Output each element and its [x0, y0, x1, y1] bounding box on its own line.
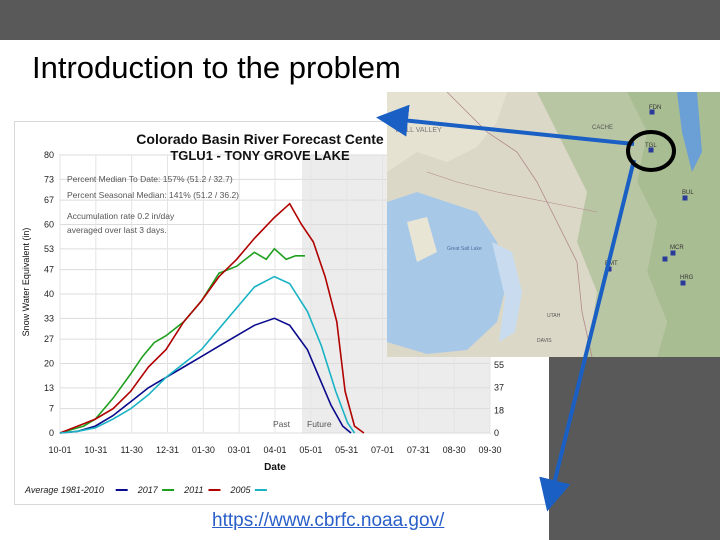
y-tick-label-left: 53	[44, 244, 54, 254]
y-ticks-right: 55 37 18 0	[494, 360, 504, 438]
legend-label: 2011	[183, 485, 203, 495]
map-label-hrg: HRG	[680, 275, 694, 281]
y-tick-label-right: 0	[494, 428, 499, 438]
y-tick-label-left: 73	[44, 174, 54, 184]
x-tick-label: 03-01	[228, 445, 251, 455]
y-axis-label: Snow Water Equivalent (in)	[21, 228, 31, 337]
terrain-map: CACHE TGL FDN BUL MCR EMT HRG Great Salt…	[387, 92, 720, 357]
map-panel: CACHE TGL FDN BUL MCR EMT HRG Great Salt…	[387, 92, 720, 357]
y-tick-label-left: 7	[49, 404, 54, 414]
x-tick-label: 12-31	[156, 445, 179, 455]
chart-annotation: Accumulation rate 0.2 in/day	[67, 211, 175, 221]
map-label-fdn: FDN	[649, 105, 661, 111]
x-tick-label: 10-01	[48, 445, 71, 455]
y-tick-label-left: 67	[44, 195, 54, 205]
x-tick-label: 05-01	[299, 445, 322, 455]
x-tick-label: 11-30	[120, 445, 142, 455]
x-ticks: 10-01 10-31 11-30 12-31 01-30 03-01 04-01 05-01…	[48, 445, 501, 455]
chart-annotation: Future	[307, 419, 332, 429]
source-link[interactable]: https://www.cbrfc.noaa.gov/	[212, 510, 444, 532]
chart-subtitle: TGLU1 - TONY GROVE LAKE	[170, 148, 350, 163]
y-tick-label-right: 37	[494, 382, 504, 392]
legend-label: 2017	[137, 485, 159, 495]
map-station-marker	[683, 196, 688, 201]
x-tick-label: 07-31	[407, 445, 430, 455]
y-tick-label-left: 60	[44, 220, 54, 230]
chart-annotation: averaged over last 3 days.	[67, 225, 167, 235]
y-tick-label-left: 20	[44, 359, 54, 369]
x-tick-label: 04-01	[263, 445, 286, 455]
y-ticks-left: 80 73 67 60 53 47 40 33 27 20 13 7 0	[44, 150, 54, 438]
map-label-tgl: TGL	[645, 143, 657, 149]
map-station-marker	[671, 251, 676, 256]
y-tick-label-left: 27	[44, 334, 54, 344]
lower-right-band	[549, 357, 720, 540]
map-label-cache: CACHE	[592, 125, 613, 131]
y-tick-label-left: 13	[44, 383, 54, 393]
map-label-utah: UTAH	[547, 313, 561, 319]
chart-title: Colorado Basin River Forecast Cente	[136, 131, 384, 147]
y-tick-label-left: 0	[49, 428, 54, 438]
y-tick-label-right: 18	[494, 406, 504, 416]
map-label-bul: BUL	[682, 190, 694, 196]
x-tick-label: 05-31	[335, 445, 358, 455]
map-station-marker	[607, 267, 612, 272]
x-tick-label: 10-31	[84, 445, 107, 455]
map-station-marker	[681, 281, 686, 286]
x-axis-label: Date	[264, 462, 286, 473]
x-tick-label: 01-30	[192, 445, 215, 455]
legend-label: 2005	[230, 485, 252, 495]
x-tick-label: 07-01	[371, 445, 394, 455]
map-label-well-valley: WELL VALLEY	[395, 127, 442, 134]
slide-title: Introduction to the problem	[32, 50, 401, 86]
y-tick-label-left: 80	[44, 150, 54, 160]
map-station-marker	[663, 257, 668, 262]
y-tick-label-left: 47	[44, 265, 54, 275]
map-label-great-salt-lake: Great Salt Lake	[447, 246, 482, 252]
chart-legend: Average 1981-2010 2017 2011 2005	[24, 485, 267, 495]
chart-annotation: Percent Seasonal Median: 141% (51.2 / 36…	[67, 190, 239, 200]
y-tick-label-left: 33	[44, 313, 54, 323]
legend-label: Average 1981-2010	[24, 485, 104, 495]
y-tick-label-right: 55	[494, 360, 504, 370]
map-label-mcr: MCR	[670, 245, 684, 251]
top-band	[0, 0, 720, 40]
x-tick-label: 08-30	[443, 445, 466, 455]
map-label-emt: EMT	[605, 261, 618, 267]
chart-annotation: Percent Median To Date: 157% (51.2 / 32.…	[67, 174, 233, 184]
y-tick-label-left: 40	[44, 289, 54, 299]
chart-annotation: Past	[273, 419, 291, 429]
x-tick-label: 09-30	[478, 445, 501, 455]
map-label-davis: DAVIS	[537, 338, 552, 344]
